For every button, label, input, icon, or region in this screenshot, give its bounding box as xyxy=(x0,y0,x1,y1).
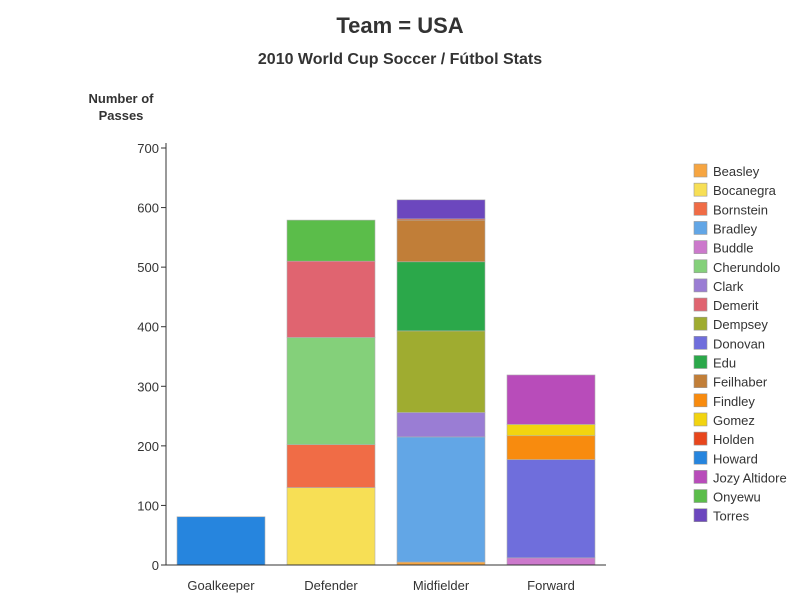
legend-entry: Bradley xyxy=(713,221,758,236)
bar-segment-buddle xyxy=(506,557,596,566)
legend-swatch xyxy=(693,374,708,388)
legend-swatch xyxy=(693,278,708,293)
legend-entry: Beasley xyxy=(713,164,760,179)
legend-swatch xyxy=(693,163,708,178)
x-tick-label: Defender xyxy=(304,578,358,593)
legend-entry: Donovan xyxy=(713,336,765,351)
legend-entry: Bornstein xyxy=(713,202,768,217)
legend-swatch xyxy=(693,355,708,369)
legend-swatch xyxy=(693,202,708,216)
bar-segment-clark xyxy=(396,412,486,438)
y-tick-label: 600 xyxy=(137,201,159,216)
legend-entry: Dempsey xyxy=(713,317,768,332)
legend-entry: Howard xyxy=(713,451,758,466)
legend-swatch xyxy=(693,259,708,274)
legend-entry: Findley xyxy=(713,394,755,409)
legend-entry: Clark xyxy=(713,279,744,294)
y-tick-label: 400 xyxy=(137,320,159,335)
legend-entry: Cherundolo xyxy=(713,260,780,275)
legend-entry: Buddle xyxy=(713,241,753,256)
bar-segment-findley xyxy=(506,435,596,460)
legend-swatch xyxy=(693,489,708,503)
x-tick-label: Goalkeeper xyxy=(187,578,255,593)
bar-segment-gomez xyxy=(506,424,596,437)
legend-swatch xyxy=(693,393,708,408)
bar-segment-edu xyxy=(396,261,486,332)
legend-swatch xyxy=(693,470,708,484)
bar-segment-bocanegra xyxy=(286,487,376,566)
y-tick-label: 300 xyxy=(137,379,159,394)
x-tick-label: Midfielder xyxy=(413,578,470,593)
legend-entry: Torres xyxy=(713,509,750,524)
bar-segment-feilhaber xyxy=(396,219,486,263)
legend-swatch xyxy=(693,450,708,465)
bar-segment-onyewu xyxy=(286,219,376,262)
legend-entry: Holden xyxy=(713,432,754,447)
bar-segment-donovan xyxy=(506,459,596,559)
bar-segment-bradley xyxy=(396,436,486,563)
bar-segment-torres xyxy=(396,199,486,220)
y-tick-label: 0 xyxy=(152,558,159,573)
legend-entry: Edu xyxy=(713,356,736,371)
legend-swatch xyxy=(693,412,708,427)
y-tick-label: 200 xyxy=(137,439,159,454)
x-tick-label: Forward xyxy=(527,578,575,593)
y-tick-label: 500 xyxy=(137,260,159,275)
legend-entry: Jozy Altidore xyxy=(713,470,787,485)
chart-subtitle: 2010 World Cup Soccer / Fútbol Stats xyxy=(258,51,542,68)
bar-segment-bornstein xyxy=(286,444,376,488)
y-axis-label-line-1: Number of xyxy=(89,91,155,106)
legend-entry: Feilhaber xyxy=(713,375,768,390)
bar-segment-demerit xyxy=(286,260,376,338)
legend-entry: Demerit xyxy=(713,298,759,313)
legend-entry: Bocanegra xyxy=(713,183,777,198)
legend-swatch xyxy=(693,240,708,254)
legend-swatch xyxy=(693,297,708,312)
bar-segment-cherundolo xyxy=(286,337,376,445)
bar-segment-howard xyxy=(176,516,266,566)
legend-swatch xyxy=(693,316,708,331)
legend-swatch xyxy=(693,221,708,235)
plot-area: 0 100 200 300 400 500 600 700 Goalkeeper Defender… xyxy=(137,141,606,593)
chart-title: Team = USA xyxy=(336,13,463,38)
legend-swatch xyxy=(693,182,708,197)
legend: Beasley Bocanegra Bornstein Bradley Buddle Ch… xyxy=(693,163,787,524)
legend-entry: Onyewu xyxy=(713,490,761,505)
legend-swatch xyxy=(693,508,708,523)
legend-swatch xyxy=(693,336,708,350)
bar-segment-dempsey xyxy=(396,330,486,413)
y-tick-label: 700 xyxy=(137,141,159,156)
y-tick-label: 100 xyxy=(137,498,159,513)
legend-entry: Gomez xyxy=(713,413,755,428)
legend-swatch xyxy=(693,431,708,446)
y-axis-label-line-2: Passes xyxy=(99,108,144,123)
bar-segment-jozy-altidore xyxy=(506,374,596,425)
